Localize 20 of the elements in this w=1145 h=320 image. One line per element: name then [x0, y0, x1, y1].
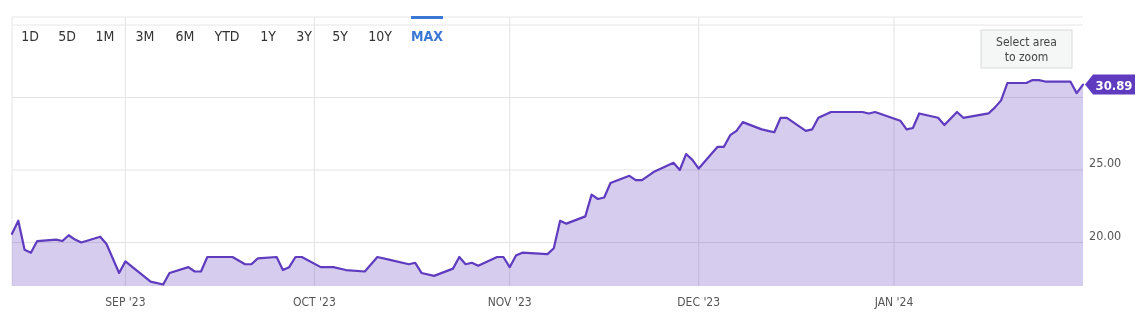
- annotation: 6M: [175, 28, 195, 44]
- x-tick-label: SEP '23: [105, 295, 146, 309]
- annotation: YTD: [213, 28, 240, 44]
- annotation: 1M: [95, 28, 115, 44]
- y-tick-label: 25.00: [1089, 155, 1122, 170]
- x-tick-label: NOV '23: [487, 295, 532, 309]
- annotation: 1D: [21, 28, 39, 44]
- annotation: 3Y: [296, 28, 313, 44]
- x-tick-label: DEC '23: [677, 295, 721, 309]
- y-tick-label: 20.00: [1089, 227, 1122, 243]
- annotation: 10Y: [368, 28, 393, 44]
- x-tick-label: JAN '24: [873, 295, 914, 309]
- annotation: 3M: [135, 28, 155, 44]
- annotation: 5Y: [332, 28, 349, 44]
- annotation: MAX: [411, 28, 444, 44]
- annotation: 5D: [58, 28, 76, 44]
- annotation: Select area to zoom: [996, 35, 1057, 64]
- x-tick-label: OCT '23: [293, 295, 336, 309]
- annotation: 1Y: [260, 28, 277, 44]
- annotation: 30.89: [1095, 77, 1133, 93]
